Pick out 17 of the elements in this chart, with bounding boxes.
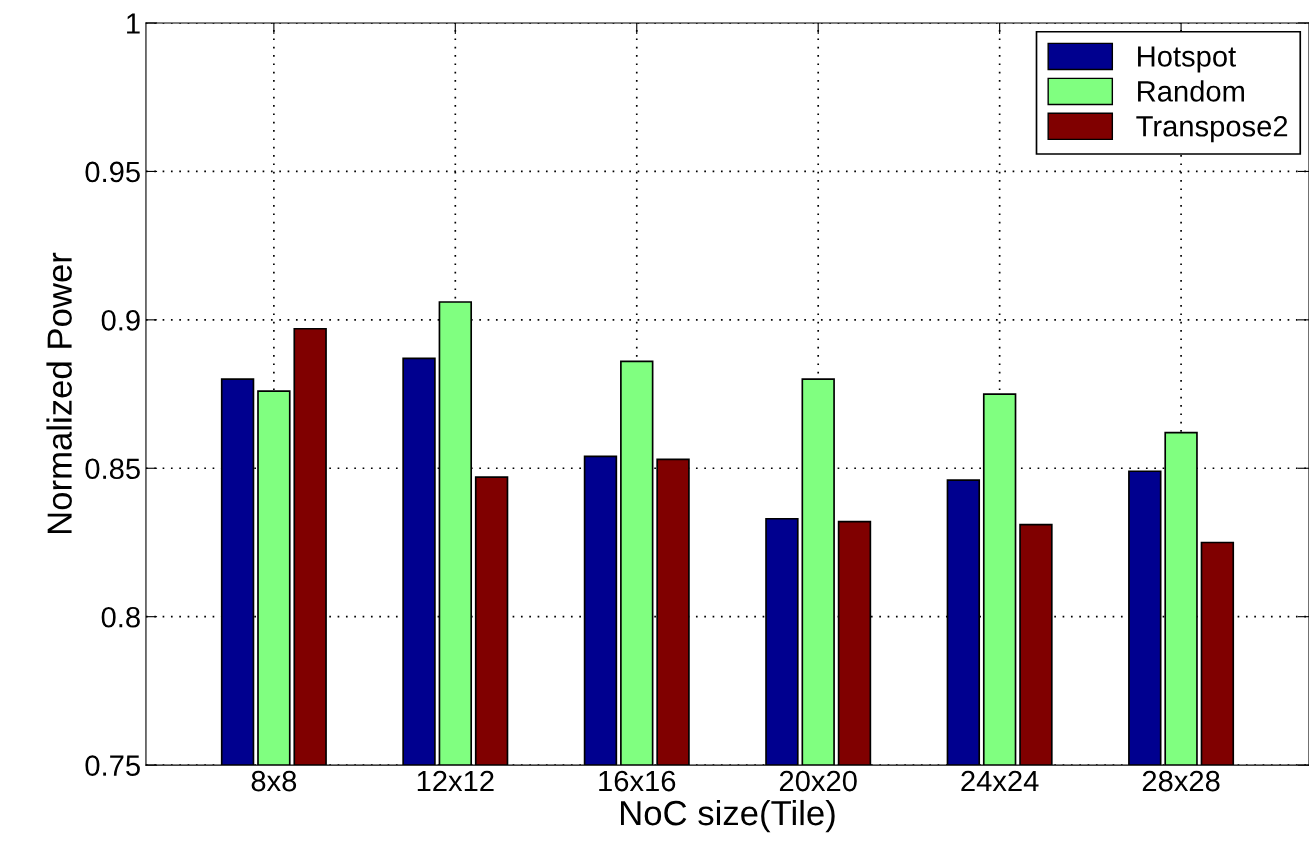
x-tick-label: 24x24 (961, 770, 1039, 792)
y-tick-label: 0.75 (85, 755, 140, 776)
y-axis-title: Normalized Power (46, 252, 72, 534)
x-tick-label: 16x16 (599, 770, 676, 792)
legend-label: Random (1138, 80, 1244, 102)
legend-label: Hotspot (1138, 46, 1236, 73)
x-axis-title: NoC size(Tile) (621, 799, 835, 833)
y-tick-label: 0.9 (101, 310, 140, 331)
y-tick-label: 0.95 (85, 161, 140, 183)
x-tick-label: 28x28 (1142, 770, 1220, 792)
y-tick-label: 1 (127, 13, 140, 34)
x-tick-label: 12x12 (417, 770, 494, 792)
legend-label: Transpose2 (1136, 115, 1288, 143)
x-tick-label: 8x8 (251, 770, 297, 792)
x-tick-label: 20x20 (779, 770, 857, 792)
y-tick-label: 0.85 (85, 458, 140, 480)
y-tick-label: 0.8 (101, 606, 140, 628)
